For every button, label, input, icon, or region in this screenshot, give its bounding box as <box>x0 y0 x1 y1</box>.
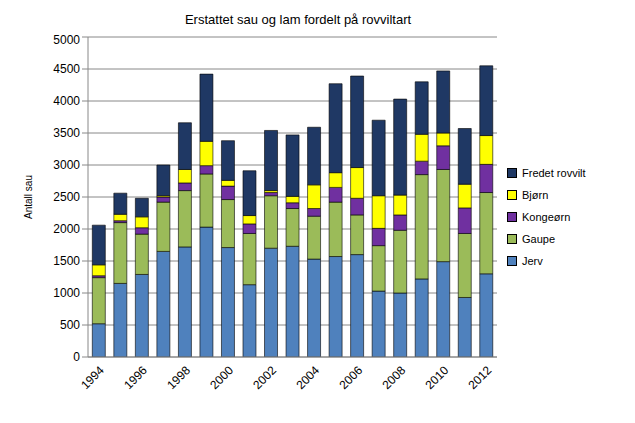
html-text:Kongeørn: Kongeørn <box>522 211 571 223</box>
html-text:Jerv: Jerv <box>522 255 543 267</box>
svg-text:2000: 2000 <box>207 363 236 392</box>
svg-text:1996: 1996 <box>121 363 150 392</box>
svg-text:1000: 1000 <box>53 286 80 300</box>
svg-text:Antall sau: Antall sau <box>23 175 34 219</box>
svg-text:2006: 2006 <box>336 363 365 392</box>
svg-text:5000: 5000 <box>53 33 80 47</box>
html-text:Fredet rovvilt: Fredet rovvilt <box>522 167 586 179</box>
svg-text:2012: 2012 <box>466 363 495 392</box>
svg-text:3000: 3000 <box>53 158 80 172</box>
svg-text:500: 500 <box>60 318 80 332</box>
svg-text:2010: 2010 <box>423 363 452 392</box>
html-text:Bjørn: Bjørn <box>522 189 549 201</box>
svg-text:2008: 2008 <box>379 363 408 392</box>
svg-text:3500: 3500 <box>53 126 80 140</box>
html-text:Erstattet sau og lam fordelt p: Erstattet sau og lam fordelt på rovvilta… <box>184 12 412 27</box>
svg-text:1500: 1500 <box>53 254 80 268</box>
svg-text:1998: 1998 <box>164 363 193 392</box>
svg-text:4000: 4000 <box>53 94 80 108</box>
html-text:Gaupe: Gaupe <box>522 233 555 245</box>
svg-text:2500: 2500 <box>53 190 80 204</box>
svg-text:4500: 4500 <box>53 62 80 76</box>
svg-text:2000: 2000 <box>53 222 80 236</box>
svg-text:2004: 2004 <box>293 363 322 392</box>
svg-text:1994: 1994 <box>78 363 107 392</box>
svg-text:0: 0 <box>73 350 80 364</box>
svg-text:2002: 2002 <box>250 363 279 392</box>
